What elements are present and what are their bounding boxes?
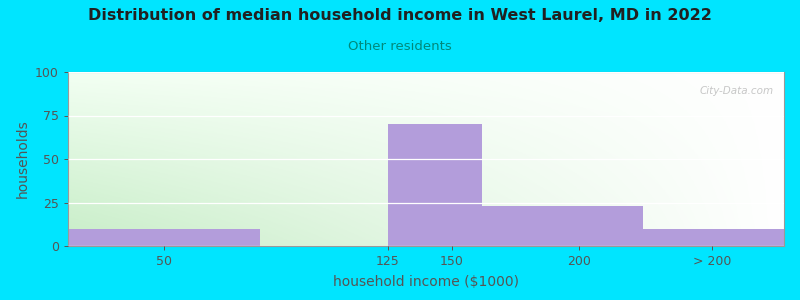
Bar <box>388 124 482 246</box>
Y-axis label: households: households <box>15 120 30 198</box>
X-axis label: household income ($1000): household income ($1000) <box>333 275 519 289</box>
Text: Other residents: Other residents <box>348 40 452 53</box>
Bar <box>482 206 643 246</box>
Text: Distribution of median household income in West Laurel, MD in 2022: Distribution of median household income … <box>88 8 712 22</box>
Bar <box>68 229 260 246</box>
Text: City-Data.com: City-Data.com <box>699 86 774 96</box>
Bar <box>643 229 784 246</box>
